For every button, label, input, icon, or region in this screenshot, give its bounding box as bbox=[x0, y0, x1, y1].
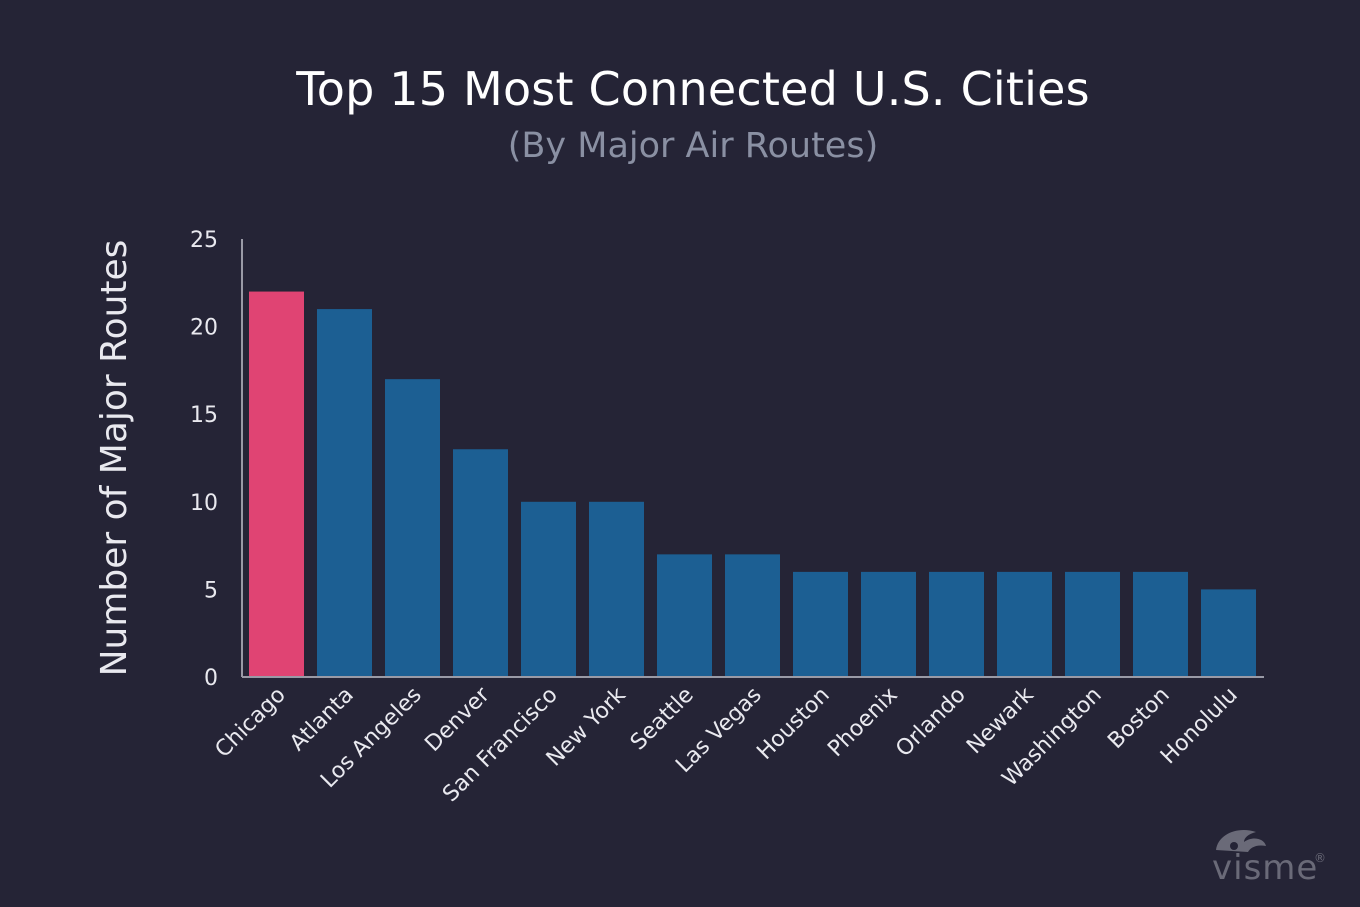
chart-title: Top 15 Most Connected U.S. Cities bbox=[296, 62, 1090, 116]
bar-las-vegas bbox=[725, 554, 780, 677]
x-tick-label: San Francisco bbox=[438, 683, 563, 808]
bar-phoenix bbox=[861, 571, 916, 677]
bar-honolulu bbox=[1201, 589, 1256, 677]
bar-denver bbox=[453, 449, 508, 677]
bar-chicago bbox=[249, 291, 304, 677]
x-tick-label: Houston bbox=[752, 683, 834, 765]
bar-new-york bbox=[589, 501, 644, 677]
axes-layer bbox=[241, 239, 1264, 678]
x-tick-label: Orlando bbox=[891, 683, 970, 762]
chart-subtitle: (By Major Air Routes) bbox=[507, 126, 879, 166]
bar-newark bbox=[997, 571, 1052, 677]
bar-houston bbox=[793, 571, 848, 677]
x-tick-label: Phoenix bbox=[823, 683, 902, 762]
y-tick-label: 20 bbox=[190, 316, 218, 341]
bars-layer bbox=[249, 291, 1256, 677]
y-tick-label: 5 bbox=[204, 578, 218, 603]
visme-logo-icon: ® bbox=[1216, 830, 1326, 865]
bar-atlanta bbox=[317, 309, 372, 677]
watermark-text: visme bbox=[1212, 848, 1319, 888]
y-tick-label: 15 bbox=[190, 403, 218, 428]
y-axis-title: Number of Major Routes bbox=[94, 240, 135, 677]
bar-boston bbox=[1133, 571, 1188, 677]
bar-seattle bbox=[657, 554, 712, 677]
bar-washington bbox=[1065, 571, 1120, 677]
y-tick-label: 10 bbox=[190, 491, 218, 516]
y-tick-label: 0 bbox=[204, 666, 218, 691]
y-tick-labels: 0 5 10 15 20 25 bbox=[190, 228, 218, 691]
y-tick-label: 25 bbox=[190, 228, 218, 253]
x-tick-label: Chicago bbox=[211, 683, 291, 763]
bar-orlando bbox=[929, 571, 984, 677]
bar-los-angeles bbox=[385, 379, 440, 677]
bar-san-francisco bbox=[521, 501, 576, 677]
registered-mark: ® bbox=[1314, 851, 1326, 865]
